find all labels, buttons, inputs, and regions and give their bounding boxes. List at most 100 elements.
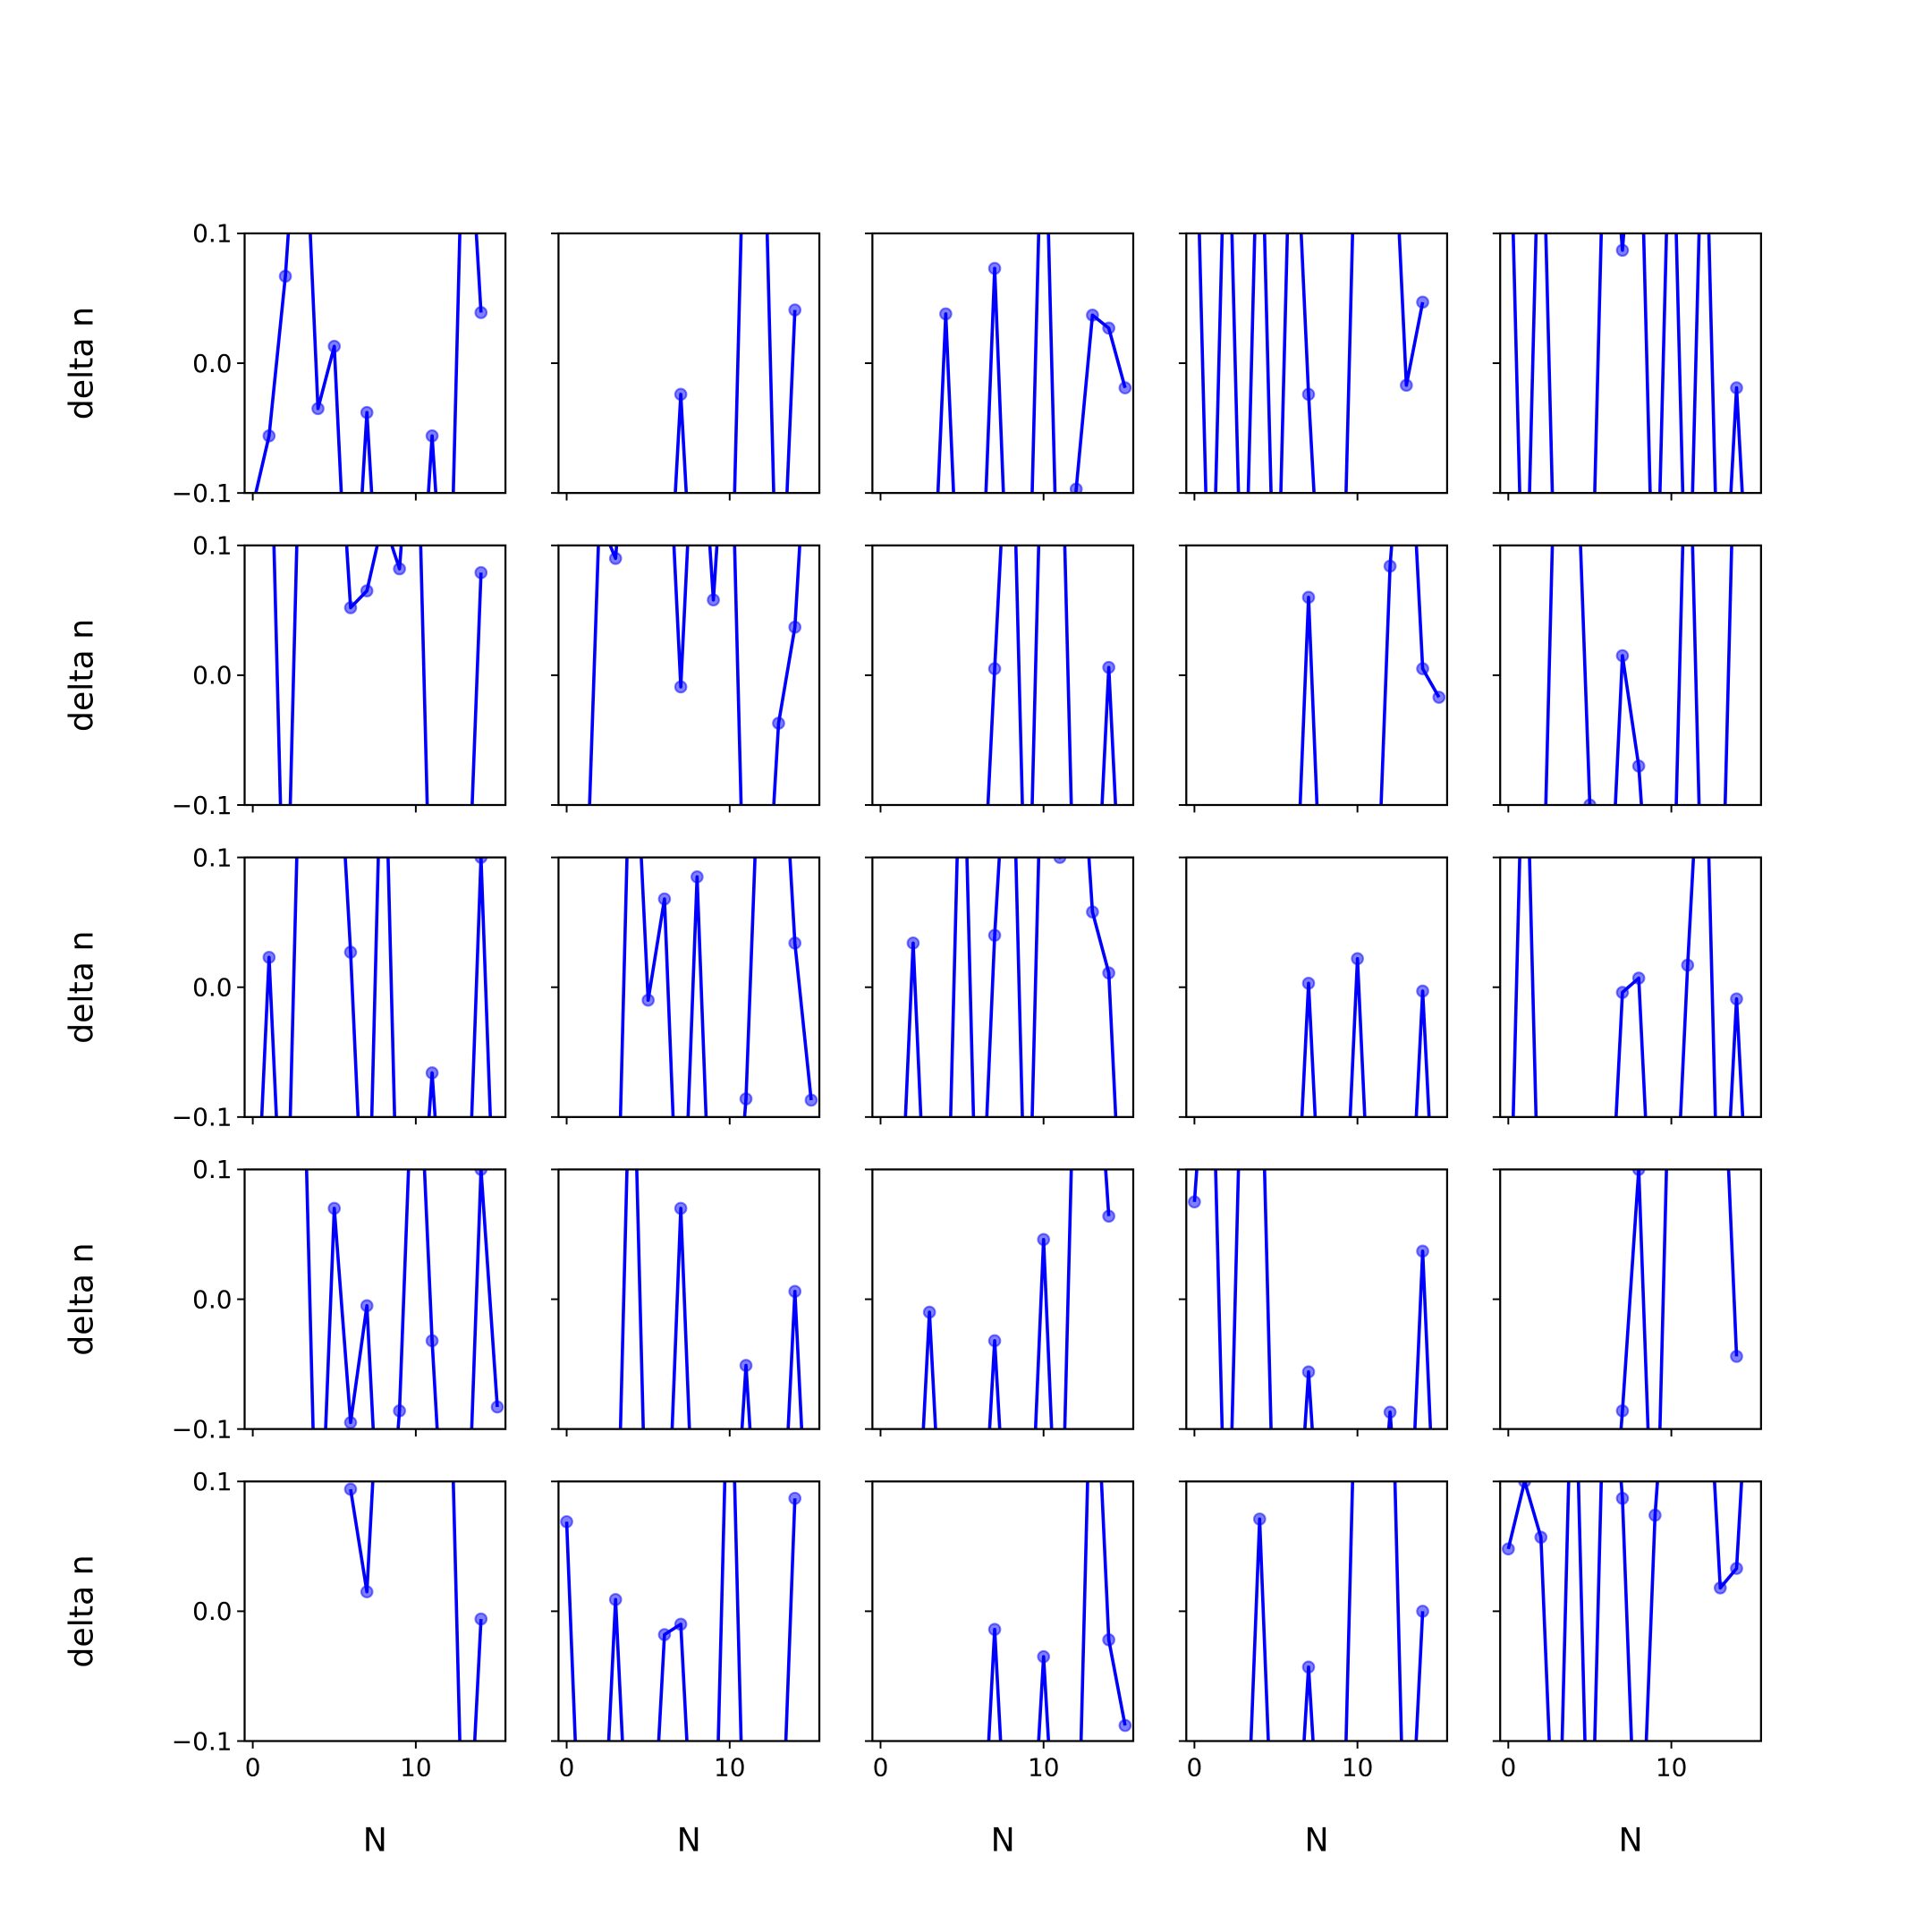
axes-frame xyxy=(1185,1168,1449,1430)
data-point xyxy=(1731,345,1742,357)
data-line xyxy=(1506,1481,1743,1741)
data-point xyxy=(1600,1306,1612,1318)
data-point xyxy=(674,680,688,694)
data-point xyxy=(594,682,606,694)
y-axis-label: delta n xyxy=(62,1242,100,1355)
data-point xyxy=(1631,971,1646,985)
data-point xyxy=(577,1306,589,1318)
subplot xyxy=(1492,33,1762,694)
y-tick-label: −0.1 xyxy=(172,791,233,820)
data-point xyxy=(1730,381,1743,394)
data-point xyxy=(1053,857,1067,864)
data-line xyxy=(588,545,801,805)
data-point xyxy=(806,345,818,357)
axes-frame xyxy=(557,232,821,495)
data-point xyxy=(1519,994,1530,1005)
data-point xyxy=(377,657,389,669)
data-point xyxy=(1715,994,1726,1005)
data-point xyxy=(459,1306,470,1318)
data-point xyxy=(459,994,470,1005)
data-point xyxy=(1021,1618,1033,1630)
data-point xyxy=(1188,1195,1201,1209)
data-point xyxy=(1665,1306,1677,1318)
data-point xyxy=(1270,1306,1282,1318)
data-point xyxy=(425,1334,439,1348)
data-point xyxy=(1568,1281,1580,1292)
data-point xyxy=(560,1514,573,1529)
data-point xyxy=(1699,1281,1710,1292)
data-point xyxy=(1319,994,1331,1005)
data-point xyxy=(1086,309,1099,322)
data-point xyxy=(278,269,292,284)
data-point xyxy=(1519,657,1530,669)
subplot: −0.1 0.0 0.1 delta n xyxy=(62,1155,507,1444)
data-point xyxy=(377,682,389,694)
data-point xyxy=(657,1628,672,1641)
data-point xyxy=(1615,243,1630,258)
data-point xyxy=(1699,994,1710,1005)
data-point xyxy=(757,33,768,45)
data-point xyxy=(262,951,276,964)
data-point xyxy=(1615,648,1630,663)
data-point xyxy=(1699,657,1710,669)
data-point xyxy=(739,1092,753,1106)
data-point xyxy=(1434,1306,1445,1318)
data-point xyxy=(1501,1542,1515,1556)
subplot xyxy=(864,856,1135,1318)
data-point xyxy=(1120,1306,1131,1318)
y-tick-label: 0.1 xyxy=(192,1467,232,1496)
axes-frame xyxy=(243,544,507,807)
data-line xyxy=(1511,233,1744,494)
data-point xyxy=(296,345,308,357)
data-point xyxy=(891,994,902,1005)
data-point xyxy=(1534,1530,1548,1545)
data-point xyxy=(561,1306,572,1318)
data-point xyxy=(1222,994,1233,1005)
plot-area xyxy=(1249,1481,1429,1741)
subplot xyxy=(551,1168,821,1437)
data-point xyxy=(891,1618,902,1630)
x-tick-label: 0 xyxy=(559,1753,575,1783)
data-point xyxy=(411,345,422,357)
x-tick-label: 0 xyxy=(245,1753,261,1783)
data-point xyxy=(939,307,953,321)
plot-area xyxy=(1615,1169,1743,1429)
data-point xyxy=(691,682,703,694)
data-point xyxy=(1699,33,1710,45)
data-point xyxy=(1649,682,1661,694)
data-point xyxy=(1383,1405,1397,1419)
x-axis-label: N xyxy=(1618,1820,1642,1859)
data-point xyxy=(924,994,936,1005)
data-point xyxy=(393,1404,406,1418)
data-point xyxy=(1665,994,1677,1005)
plot-area xyxy=(618,1169,804,1429)
data-point xyxy=(1682,345,1694,357)
data-point xyxy=(1519,682,1530,694)
data-point xyxy=(788,1491,802,1505)
data-point xyxy=(1552,682,1563,694)
data-point xyxy=(1352,1618,1363,1630)
data-line xyxy=(272,545,483,805)
axes-frame xyxy=(557,1480,821,1742)
data-point xyxy=(1535,994,1546,1005)
data-point xyxy=(1535,33,1546,45)
data-point xyxy=(1021,994,1033,1005)
data-point xyxy=(788,303,802,317)
data-point xyxy=(1401,1306,1412,1318)
data-point xyxy=(657,892,672,906)
plot-area xyxy=(936,233,1132,494)
axes-frame xyxy=(1185,1480,1449,1742)
x-tick-label: 0 xyxy=(873,1753,889,1783)
data-line xyxy=(921,1169,1111,1429)
data-point xyxy=(1335,994,1347,1005)
data-point xyxy=(1416,1244,1429,1258)
subplot: 0 10 N xyxy=(1492,1281,1762,1859)
data-point xyxy=(561,994,572,1005)
data-point xyxy=(707,593,720,607)
data-point xyxy=(1385,33,1396,45)
data-point xyxy=(1713,1580,1727,1595)
axes-frame xyxy=(871,1168,1135,1430)
data-point xyxy=(1102,1632,1115,1647)
data-point xyxy=(1665,33,1677,45)
subplot xyxy=(551,33,821,694)
